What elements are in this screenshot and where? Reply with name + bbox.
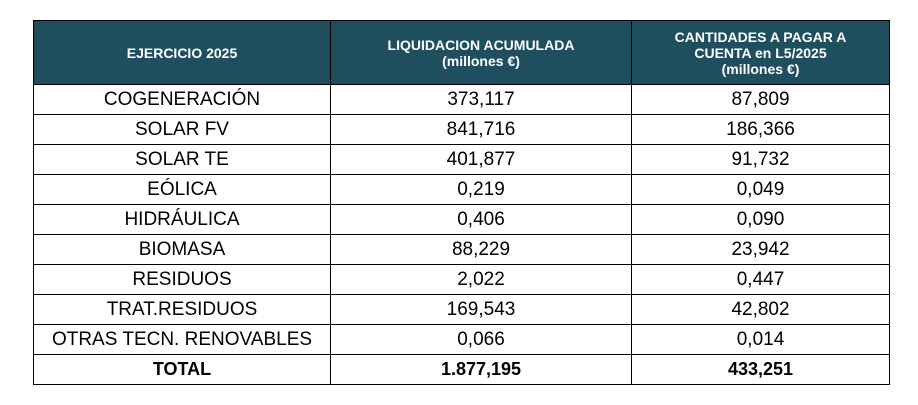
total-liquidacion: 1.877,195 (330, 354, 632, 385)
cell-liquidacion: 169,543 (330, 294, 632, 325)
cell-liquidacion: 0,219 (330, 174, 632, 205)
table-row: COGENERACIÓN 373,117 87,809 (33, 84, 890, 115)
cell-tech: TRAT.RESIDUOS (33, 294, 331, 325)
table-row: SOLAR TE 401,877 91,732 (33, 144, 890, 175)
header-row: EJERCICIO 2025 LIQUIDACION ACUMULADA (mi… (33, 20, 890, 85)
cell-liquidacion: 841,716 (330, 114, 632, 145)
cell-pagar: 42,802 (631, 294, 890, 325)
cell-pagar: 0,014 (631, 324, 890, 355)
table-row: SOLAR FV 841,716 186,366 (33, 114, 890, 145)
cell-liquidacion: 88,229 (330, 234, 632, 265)
cell-tech: SOLAR TE (33, 144, 331, 175)
cell-pagar: 0,447 (631, 264, 890, 295)
cell-tech: EÓLICA (33, 174, 331, 205)
cell-tech: RESIDUOS (33, 264, 331, 295)
table-row: OTRAS TECN. RENOVABLES 0,066 0,014 (33, 324, 890, 355)
cell-tech: OTRAS TECN. RENOVABLES (33, 324, 331, 355)
cell-liquidacion: 0,406 (330, 204, 632, 235)
liquidation-table: EJERCICIO 2025 LIQUIDACION ACUMULADA (mi… (33, 20, 890, 385)
cell-liquidacion: 401,877 (330, 144, 632, 175)
table-row: HIDRÁULICA 0,406 0,090 (33, 204, 890, 235)
table-header: EJERCICIO 2025 LIQUIDACION ACUMULADA (mi… (33, 20, 890, 85)
cell-pagar: 0,049 (631, 174, 890, 205)
cell-liquidacion: 2,022 (330, 264, 632, 295)
header-ejercicio: EJERCICIO 2025 (33, 20, 331, 85)
header-liquidacion-line1: LIQUIDACION ACUMULADA (387, 36, 575, 53)
cell-pagar: 23,942 (631, 234, 890, 265)
header-pagar: CANTIDADES A PAGAR A CUENTA en L5/2025 (… (631, 20, 890, 85)
cell-pagar: 87,809 (631, 84, 890, 115)
cell-tech: COGENERACIÓN (33, 84, 331, 115)
header-pagar-line1: CANTIDADES A PAGAR A (674, 28, 847, 45)
cell-liquidacion: 373,117 (330, 84, 632, 115)
header-ejercicio-line1: EJERCICIO 2025 (126, 44, 238, 61)
table-row: EÓLICA 0,219 0,049 (33, 174, 890, 205)
table-row: BIOMASA 88,229 23,942 (33, 234, 890, 265)
header-pagar-line3: (millones €) (721, 60, 800, 77)
cell-liquidacion: 0,066 (330, 324, 632, 355)
header-liquidacion: LIQUIDACION ACUMULADA (millones €) (330, 20, 632, 85)
table-row: RESIDUOS 2,022 0,447 (33, 264, 890, 295)
total-row: TOTAL 1.877,195 433,251 (33, 354, 890, 385)
cell-tech: SOLAR FV (33, 114, 331, 145)
cell-tech: HIDRÁULICA (33, 204, 331, 235)
total-pagar: 433,251 (631, 354, 890, 385)
header-pagar-line2: CUENTA en L5/2025 (694, 44, 827, 61)
header-liquidacion-line2: (millones €) (442, 52, 520, 69)
total-label: TOTAL (33, 354, 331, 385)
cell-tech: BIOMASA (33, 234, 331, 265)
table-body: COGENERACIÓN 373,117 87,809 SOLAR FV 841… (33, 84, 890, 385)
cell-pagar: 0,090 (631, 204, 890, 235)
cell-pagar: 186,366 (631, 114, 890, 145)
cell-pagar: 91,732 (631, 144, 890, 175)
table-row: TRAT.RESIDUOS 169,543 42,802 (33, 294, 890, 325)
